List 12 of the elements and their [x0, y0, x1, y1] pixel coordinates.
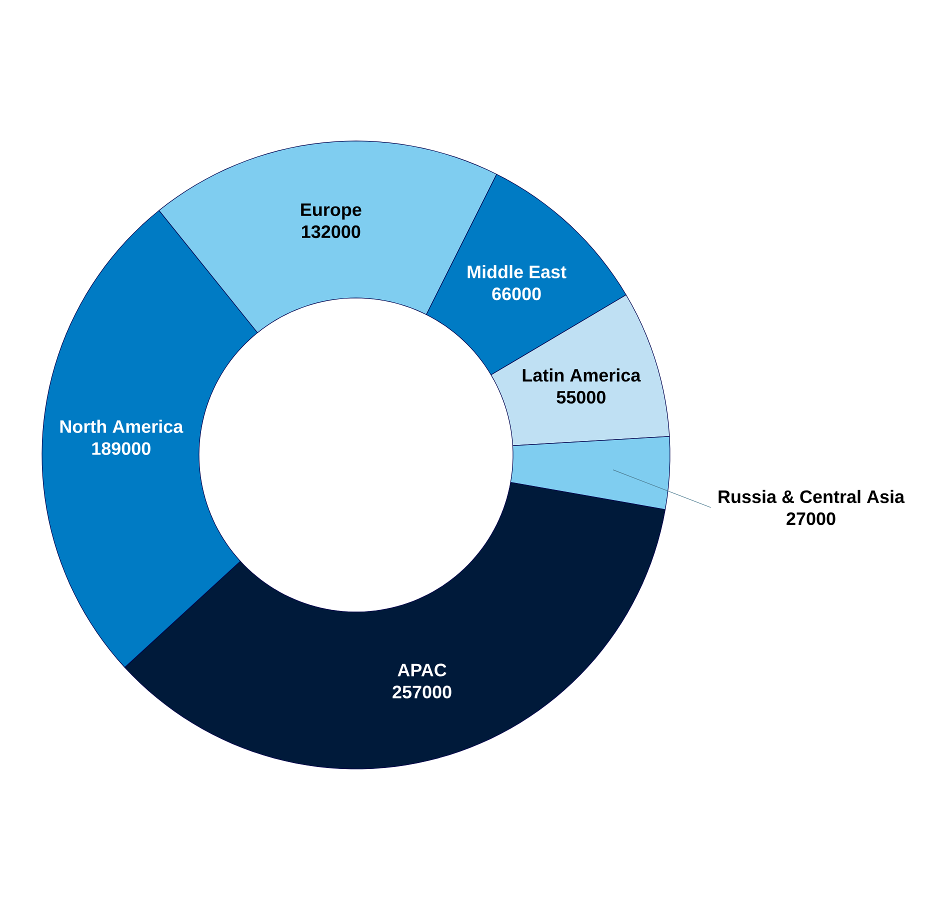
- slice-label: APAC: [398, 664, 446, 676]
- data-label: 27000: [786, 512, 836, 526]
- data-label: 66000: [492, 288, 541, 300]
- slice-label: North America: [60, 420, 184, 433]
- slice-label: Latin America: [522, 368, 641, 382]
- slice-label: Europe: [301, 204, 362, 220]
- slice-label: Russia & Central Asia: [718, 490, 905, 504]
- data-label: 189000: [92, 442, 150, 455]
- data-label: 55000: [556, 390, 606, 404]
- data-label: 132000: [302, 225, 360, 238]
- slice-label: Middle East: [468, 265, 566, 278]
- data-label: 257000: [392, 686, 452, 698]
